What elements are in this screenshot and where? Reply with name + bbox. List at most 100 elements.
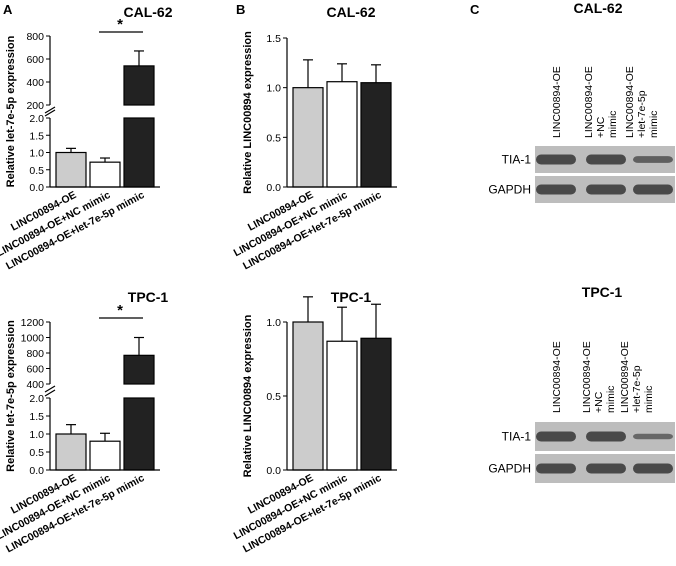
- blot-row-label: GAPDH: [488, 183, 531, 197]
- x-category-label: LINC00894-OE+let-7e-5p mimic: [241, 189, 384, 272]
- bar: [326, 81, 358, 188]
- y-tick-label: 1.0: [29, 429, 44, 441]
- panel-a-title: CAL-62: [123, 4, 172, 20]
- y-tick-label: 0.5: [266, 391, 281, 403]
- panel-a2-title: TPC-1: [128, 289, 169, 305]
- lane-label: LINC00894-OE: [583, 66, 595, 138]
- protein-band: [586, 184, 626, 195]
- bar-upper-segment: [123, 65, 155, 106]
- protein-band: [586, 154, 626, 165]
- panel-letter-b: B: [236, 2, 245, 17]
- y-tick-label: 0.5: [29, 165, 44, 177]
- protein-band: [586, 463, 626, 474]
- x-category-label: LINC00894-OE+let-7e-5p mimic: [241, 472, 384, 555]
- lane-label: +NC: [593, 391, 605, 413]
- y-tick-label: 200: [26, 100, 44, 112]
- panel-letter-c: C: [470, 2, 480, 17]
- chart-tpc1-let7e: 0.0 0.5 1.0 1.5 2.0 400 600 800 1000 1200 * Relativ…: [0, 302, 160, 555]
- x-category-label: LINC00894-OE+let-7e-5p mimic: [4, 189, 147, 272]
- axis-break-mark: [44, 109, 56, 117]
- bar-upper-segment: [123, 354, 155, 385]
- y-tick-label: 400: [26, 77, 44, 89]
- blot-cal62: LINC00894-OE LINC00894-OE +NC mimic LINC0089…: [488, 66, 675, 203]
- bar: [55, 151, 87, 188]
- bar: [89, 440, 121, 471]
- lane-label: LINC00894-OE: [619, 341, 631, 413]
- y-tick-label: 800: [26, 348, 44, 360]
- lane-label: LINC00894-OE: [581, 341, 593, 413]
- x-category-label: LINC00894-OE+let-7e-5p mimic: [4, 472, 147, 555]
- protein-band: [536, 463, 576, 474]
- bar: [89, 161, 121, 188]
- blot-row-label: TIA-1: [502, 430, 532, 444]
- panel-b2-title: TPC-1: [331, 289, 372, 305]
- y-axis-label: Relative LINC00894 expression: [242, 31, 254, 194]
- protein-band: [586, 431, 626, 442]
- panel-c-title: CAL-62: [573, 0, 622, 16]
- y-axis-label: Relative LINC00894 expression: [242, 314, 254, 477]
- protein-band: [633, 433, 673, 440]
- y-tick-label: 1.5: [29, 130, 44, 142]
- y-tick-label: 1.5: [266, 33, 281, 45]
- protein-band: [633, 184, 673, 195]
- significance-star: *: [117, 302, 123, 319]
- y-tick-label: 2.0: [29, 113, 44, 125]
- y-tick-label: 0.0: [29, 465, 44, 477]
- protein-band: [536, 431, 576, 442]
- panel-c2-title: TPC-1: [582, 284, 623, 300]
- y-tick-label: 0.0: [266, 465, 281, 477]
- axis-break-mark: [44, 389, 56, 397]
- bar: [360, 337, 392, 471]
- y-tick-label: 1200: [21, 317, 45, 329]
- blot-row-label: GAPDH: [488, 462, 531, 476]
- bar: [360, 82, 392, 188]
- lane-label: LINC00894-OE: [551, 341, 563, 413]
- chart-tpc1-linc: 0.0 0.5 1.0 Relative LINC00894 expressionLI…: [232, 296, 397, 555]
- blot-tpc1: LINC00894-OE LINC00894-OE +NC mimic LINC0089…: [488, 341, 675, 483]
- y-tick-label: 0.5: [29, 447, 44, 459]
- y-tick-label: 1.0: [266, 317, 281, 329]
- protein-band: [633, 156, 673, 163]
- lane-label: mimic: [643, 386, 655, 413]
- protein-band: [536, 184, 576, 195]
- lane-label: mimic: [648, 111, 660, 138]
- bar: [326, 340, 358, 471]
- y-tick-label: 0.5: [266, 132, 281, 144]
- lane-label: mimic: [607, 111, 619, 138]
- blot-row-label: TIA-1: [502, 153, 532, 167]
- y-axis-label: Relative let-7e-5p expression: [5, 320, 17, 472]
- bar: [292, 87, 324, 188]
- y-tick-label: 400: [26, 379, 44, 391]
- panel-letter-a: A: [3, 2, 13, 17]
- bar-lower-segment: [123, 117, 155, 188]
- lane-label: +let-7e-5p: [636, 90, 648, 138]
- y-tick-label: 800: [26, 31, 44, 43]
- panel-b-title: CAL-62: [326, 4, 375, 20]
- significance-star: *: [117, 16, 123, 33]
- y-tick-label: 0.0: [29, 182, 44, 194]
- axis-break-mark: [44, 385, 56, 393]
- chart-cal62-linc: 0.0 0.5 1.0 1.5 Relative LINC00894 expressio…: [232, 31, 397, 272]
- lane-label: +let-7e-5p: [631, 365, 643, 413]
- protein-band: [536, 154, 576, 165]
- y-tick-label: 1.5: [29, 411, 44, 423]
- axis-break-mark: [44, 106, 56, 114]
- lane-label: mimic: [605, 386, 617, 413]
- lane-label: LINC00894-OE: [624, 66, 636, 138]
- y-tick-label: 600: [26, 364, 44, 376]
- y-tick-label: 2.0: [29, 393, 44, 405]
- bar: [55, 433, 87, 471]
- lane-label: LINC00894-OE: [551, 66, 563, 138]
- y-tick-label: 600: [26, 54, 44, 66]
- y-tick-label: 0.0: [266, 182, 281, 194]
- y-tick-label: 1.0: [29, 148, 44, 160]
- y-axis-label: Relative let-7e-5p expression: [5, 35, 17, 187]
- bar: [292, 321, 324, 471]
- y-tick-label: 1000: [21, 333, 45, 345]
- bar-lower-segment: [123, 397, 155, 471]
- lane-label: +NC: [595, 116, 607, 138]
- y-tick-label: 1.0: [266, 83, 281, 95]
